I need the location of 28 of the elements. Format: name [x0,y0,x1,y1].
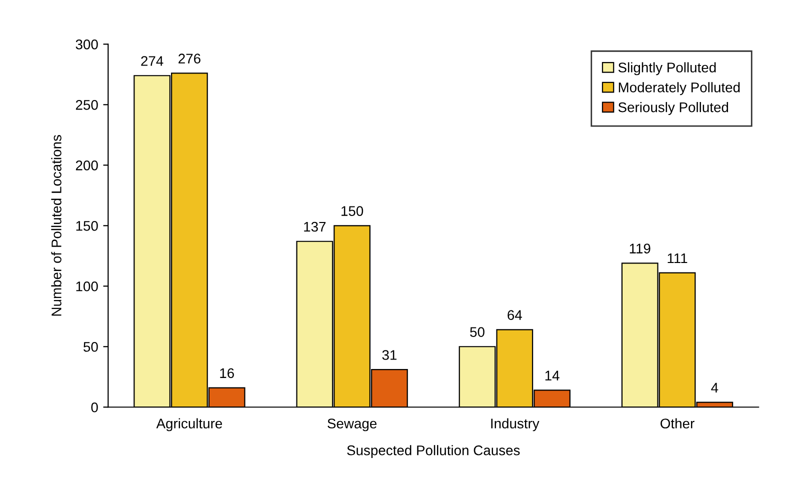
y-tick-label: 200 [76,160,98,170]
data-label: 111 [668,253,688,264]
y-tick-label: 300 [76,40,98,50]
data-label: 150 [342,206,364,216]
y-tick-label: 0 [91,402,98,412]
y-tick-label: 50 [84,342,98,352]
x-tick-label: Sewage [328,418,377,432]
legend-label: Seriously Polluted [618,102,728,115]
x-tick-label: Agriculture [156,418,222,432]
y-tick-label: 250 [76,100,98,110]
y-tick-label: 100 [76,281,98,292]
legend-label: Moderately Polluted [618,82,740,96]
data-label: 14 [545,370,560,380]
x-tick-label: Industry [491,418,540,432]
data-label: 64 [508,310,522,320]
x-tick-label: Other [660,418,694,428]
data-label: 31 [382,350,396,360]
legend-label: Slightly Polluted [618,62,716,76]
data-label: 276 [178,54,200,64]
data-label: 274 [141,56,164,66]
data-label: 50 [470,327,484,337]
data-label: 137 [304,222,326,232]
data-label: 16 [220,368,234,378]
x-axis-title: Suspected Pollution Causes [347,445,520,458]
data-label: 4 [711,382,718,392]
data-label: 119 [630,244,650,254]
y-axis-title: Number of Polluted Locations [51,135,62,316]
y-tick-label: 150 [76,220,98,231]
